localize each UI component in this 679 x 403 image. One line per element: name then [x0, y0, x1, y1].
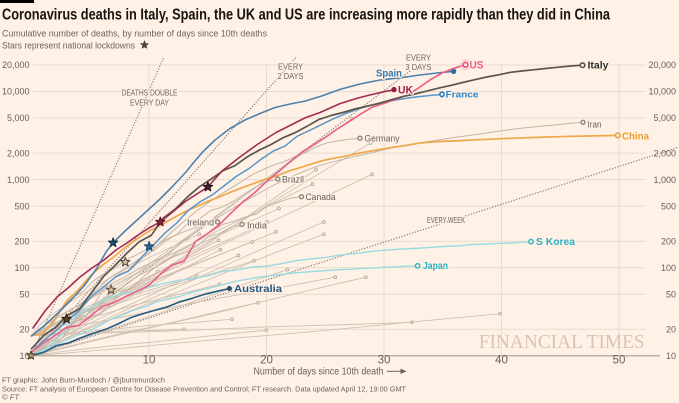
svg-text:China: China	[622, 132, 649, 143]
svg-text:2,000: 2,000	[653, 148, 676, 158]
svg-text:Australia: Australia	[234, 284, 282, 295]
svg-text:© FT: © FT	[2, 392, 20, 401]
svg-text:China: China	[622, 132, 649, 143]
svg-text:Number of days since 10th deat: Number of days since 10th death	[254, 367, 384, 378]
svg-text:Iran: Iran	[588, 120, 602, 130]
svg-text:10,000: 10,000	[648, 87, 676, 97]
svg-text:FT graphic: John Burn-Murdoch: FT graphic: John Burn-Murdoch / @jburnmu…	[2, 376, 165, 385]
svg-text:Germany: Germany	[365, 134, 400, 144]
svg-text:2 DAYS: 2 DAYS	[278, 72, 304, 81]
svg-text:Australia: Australia	[234, 284, 282, 295]
svg-text:Spain: Spain	[376, 69, 402, 80]
svg-text:EVERY WEEK: EVERY WEEK	[427, 216, 465, 225]
svg-text:100: 100	[661, 263, 676, 273]
svg-text:DEATHS DOUBLE: DEATHS DOUBLE	[122, 89, 178, 98]
svg-text:200: 200	[661, 236, 676, 246]
svg-text:France: France	[446, 89, 479, 100]
svg-text:UK: UK	[398, 85, 413, 97]
svg-text:40: 40	[495, 355, 508, 367]
svg-text:Spain: Spain	[376, 69, 402, 80]
svg-text:10: 10	[666, 351, 676, 361]
svg-text:1,000: 1,000	[7, 175, 30, 185]
svg-text:1,000: 1,000	[653, 175, 676, 185]
svg-text:EVERY DAY: EVERY DAY	[130, 98, 170, 107]
svg-text:India: India	[247, 220, 268, 230]
svg-text:100: 100	[14, 263, 29, 273]
svg-text:Japan: Japan	[423, 261, 448, 272]
svg-text:10: 10	[143, 355, 156, 367]
svg-text:Italy: Italy	[588, 61, 609, 72]
svg-text:50: 50	[613, 355, 626, 367]
svg-text:France: France	[446, 89, 479, 100]
svg-text:Source: FT analysis of Europea: Source: FT analysis of European Centre f…	[2, 384, 406, 393]
svg-text:500: 500	[661, 201, 676, 211]
svg-text:EVERY: EVERY	[278, 62, 304, 71]
svg-text:10,000: 10,000	[2, 87, 30, 97]
svg-text:50: 50	[19, 289, 29, 299]
svg-text:India: India	[247, 220, 268, 230]
svg-text:Italy: Italy	[588, 61, 609, 72]
svg-text:50: 50	[666, 289, 676, 299]
svg-text:Canada: Canada	[306, 192, 337, 202]
svg-text:DEATHS DOUBLE: DEATHS DOUBLE	[122, 89, 178, 98]
svg-text:Germany: Germany	[365, 134, 400, 144]
svg-text:30: 30	[378, 355, 391, 367]
svg-text:3 DAYS: 3 DAYS	[406, 63, 432, 72]
svg-text:EVERY: EVERY	[278, 62, 304, 71]
svg-text:Stars represent national lockd: Stars represent national lockdowns	[2, 40, 136, 50]
svg-text:Ireland: Ireland	[187, 218, 214, 228]
svg-text:500: 500	[14, 201, 29, 211]
svg-text:5,000: 5,000	[653, 113, 676, 123]
svg-text:EVERY: EVERY	[406, 53, 432, 62]
svg-text:Brazil: Brazil	[282, 175, 304, 185]
svg-text:Ireland: Ireland	[187, 218, 214, 228]
svg-text:EVERY: EVERY	[406, 53, 432, 62]
svg-text:3 DAYS: 3 DAYS	[406, 63, 432, 72]
svg-text:Japan: Japan	[423, 261, 448, 272]
svg-text:Coronavirus deaths in Italy, S: Coronavirus deaths in Italy, Spain, the …	[2, 7, 610, 24]
svg-text:EVERY DAY: EVERY DAY	[130, 98, 170, 107]
svg-text:20: 20	[666, 325, 676, 335]
svg-text:Brazil: Brazil	[282, 175, 304, 185]
svg-text:Cumulative number of deaths, b: Cumulative number of deaths, by number o…	[2, 28, 268, 38]
svg-text:10: 10	[19, 351, 29, 361]
svg-text:20,000: 20,000	[648, 60, 676, 70]
svg-text:FINANCIAL TIMES: FINANCIAL TIMES	[479, 332, 645, 353]
svg-text:20: 20	[260, 355, 273, 367]
svg-text:S Korea: S Korea	[536, 237, 575, 248]
svg-text:Iran: Iran	[588, 120, 602, 130]
svg-text:UK: UK	[398, 85, 413, 97]
svg-text:20: 20	[19, 325, 29, 335]
svg-text:US: US	[470, 59, 484, 71]
svg-text:20,000: 20,000	[2, 60, 30, 70]
svg-text:2 DAYS: 2 DAYS	[278, 72, 304, 81]
svg-text:2,000: 2,000	[7, 148, 30, 158]
svg-text:S Korea: S Korea	[536, 237, 575, 248]
svg-text:Canada: Canada	[306, 192, 337, 202]
svg-text:5,000: 5,000	[7, 113, 30, 123]
svg-text:200: 200	[14, 236, 29, 246]
svg-text:US: US	[470, 59, 484, 71]
svg-text:EVERY WEEK: EVERY WEEK	[427, 216, 465, 225]
